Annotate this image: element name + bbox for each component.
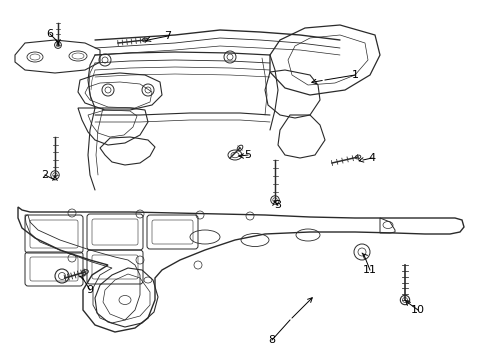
Text: 6: 6 (47, 29, 53, 39)
Text: 1: 1 (351, 70, 359, 80)
Text: 4: 4 (368, 153, 375, 163)
Text: 2: 2 (42, 170, 49, 180)
Text: 7: 7 (165, 31, 172, 41)
Text: 5: 5 (245, 150, 251, 160)
Text: 11: 11 (363, 265, 377, 275)
Text: 10: 10 (411, 305, 425, 315)
Text: 3: 3 (274, 200, 281, 210)
Text: 9: 9 (86, 285, 94, 295)
Text: 8: 8 (269, 335, 275, 345)
